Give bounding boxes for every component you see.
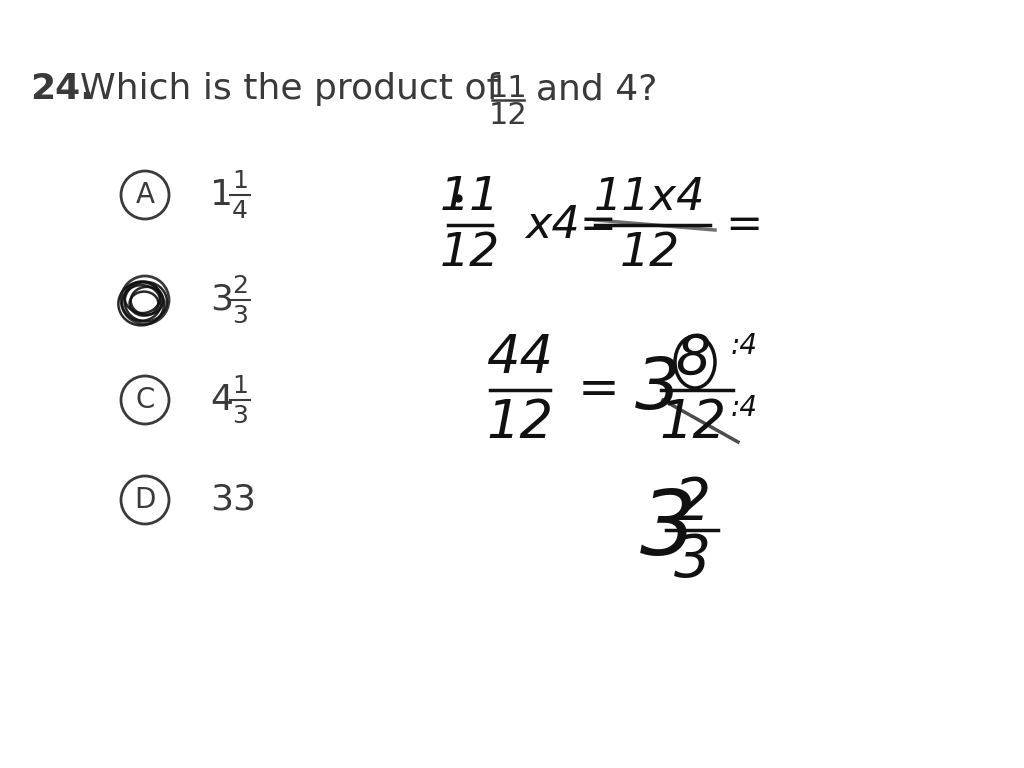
Text: :4: :4 xyxy=(731,332,758,360)
Text: =: = xyxy=(578,366,620,414)
Text: 1: 1 xyxy=(232,169,248,193)
Text: 33: 33 xyxy=(210,483,256,517)
Text: 12: 12 xyxy=(486,397,554,449)
Text: 44: 44 xyxy=(486,332,554,384)
Text: C: C xyxy=(135,386,155,414)
Text: 4: 4 xyxy=(210,383,233,417)
Text: 11: 11 xyxy=(488,74,527,103)
Text: 24.: 24. xyxy=(30,72,94,106)
Text: 3: 3 xyxy=(674,531,711,588)
Text: 12: 12 xyxy=(659,397,726,449)
Text: 8: 8 xyxy=(676,332,711,385)
Text: Which is the product of: Which is the product of xyxy=(80,72,500,106)
Text: 3: 3 xyxy=(232,404,248,428)
Text: 1: 1 xyxy=(232,374,248,398)
Text: 12: 12 xyxy=(620,230,680,276)
Text: 12: 12 xyxy=(440,230,500,276)
Text: 2: 2 xyxy=(674,475,711,532)
Text: 1: 1 xyxy=(210,178,233,212)
Text: 2: 2 xyxy=(232,274,248,298)
Text: 11x4: 11x4 xyxy=(594,176,706,219)
Text: =: = xyxy=(725,204,762,247)
Text: 12: 12 xyxy=(488,101,527,130)
Text: 11: 11 xyxy=(440,174,500,220)
Text: 3: 3 xyxy=(232,304,248,328)
Text: :4: :4 xyxy=(731,394,758,422)
Text: D: D xyxy=(134,486,156,514)
Text: 3: 3 xyxy=(635,356,681,425)
Text: 3: 3 xyxy=(210,283,233,317)
Text: A: A xyxy=(135,181,155,209)
Text: and 4?: and 4? xyxy=(536,72,657,106)
Text: x4=: x4= xyxy=(525,204,617,247)
Text: 4: 4 xyxy=(232,199,248,223)
Text: 3: 3 xyxy=(640,487,696,573)
